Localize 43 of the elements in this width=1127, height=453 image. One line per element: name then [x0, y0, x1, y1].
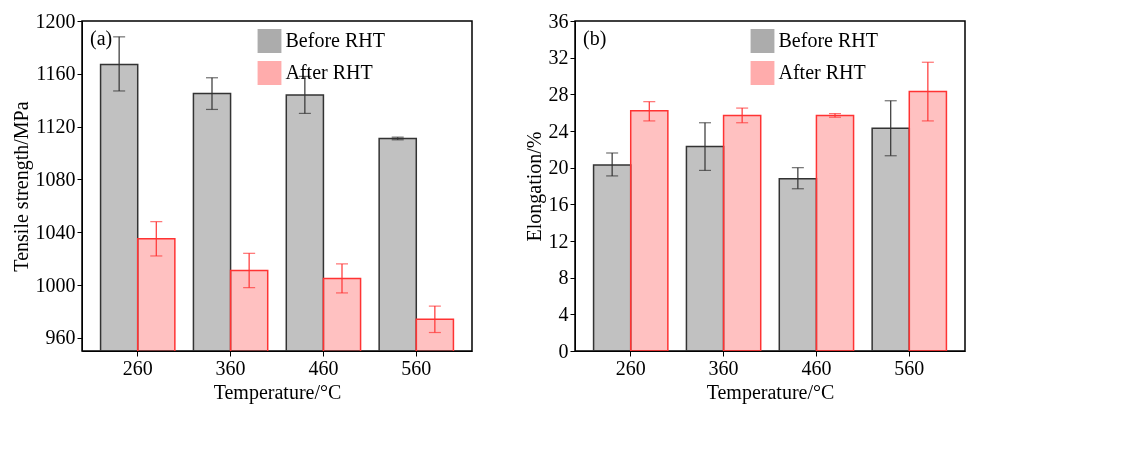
y-tick-label: 1120	[36, 115, 76, 138]
y-tick-label: 0	[558, 339, 569, 362]
y-tick-label: 32	[548, 46, 569, 69]
y-axis-title: Elongation/%	[522, 131, 546, 242]
bar	[778, 177, 818, 351]
bar	[629, 110, 669, 351]
x-axis-title: Temperature/°C	[706, 380, 835, 404]
x-tick-label: 260	[122, 356, 153, 379]
y-tick-label: 12	[548, 229, 569, 252]
x-tick-label: 560	[894, 356, 925, 379]
x-tick-label: 460	[801, 356, 832, 379]
annotation: (a)	[90, 27, 113, 50]
x-tick-label: 560	[401, 356, 432, 379]
y-tick-label: 36	[548, 9, 569, 32]
bar	[908, 90, 948, 351]
bar	[871, 127, 911, 351]
legend-label: Before RHT	[778, 29, 878, 51]
y-tick-label: 20	[548, 156, 569, 179]
legend-label: After RHT	[778, 61, 866, 83]
annotation: (b)	[583, 27, 607, 50]
y-tick-label: 1040	[35, 220, 76, 243]
y-tick-label: 1000	[35, 273, 76, 296]
y-tick-label: 8	[558, 266, 569, 289]
y-tick-label: 1200	[35, 9, 76, 32]
bar	[815, 114, 855, 351]
x-tick-label: 360	[215, 356, 246, 379]
x-tick-label: 260	[615, 356, 646, 379]
y-tick-label: 1160	[36, 62, 76, 85]
bar	[592, 164, 632, 351]
y-tick-label: 24	[548, 119, 569, 142]
y-tick-label: 16	[548, 192, 569, 215]
bar	[685, 145, 725, 351]
bar	[722, 114, 762, 351]
y-axis-title: Tensile strength/MPa	[9, 101, 33, 272]
legend-label: After RHT	[285, 61, 373, 83]
y-tick-label: 1080	[35, 167, 76, 190]
legend-label: Before RHT	[285, 29, 385, 51]
x-axis-title: Temperature/°C	[213, 380, 342, 404]
y-tick-label: 960	[45, 326, 76, 349]
y-tick-label: 28	[548, 82, 569, 105]
x-tick-label: 360	[708, 356, 739, 379]
y-tick-label: 4	[558, 302, 569, 325]
x-tick-label: 460	[308, 356, 339, 379]
